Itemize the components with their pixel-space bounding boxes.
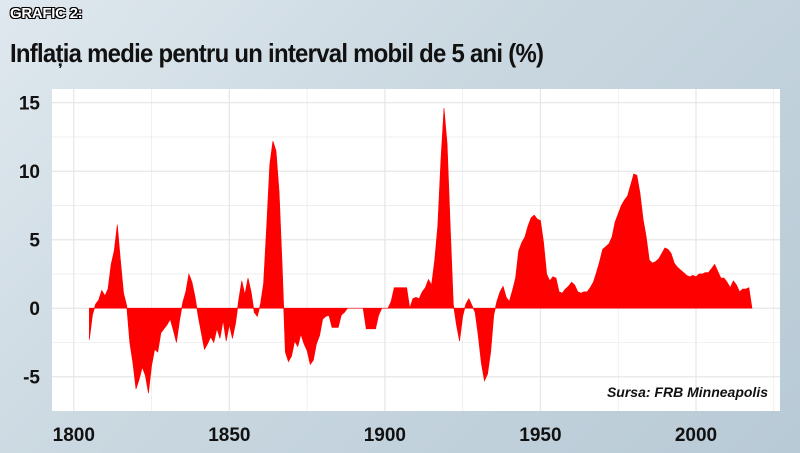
x-tick-label: 1950 <box>519 425 561 446</box>
y-tick-label: 15 <box>19 94 41 115</box>
y-tick-label: -5 <box>23 368 40 389</box>
inflation-area-series <box>89 108 753 394</box>
source-note: Sursa: FRB Minneapolis <box>607 384 768 400</box>
x-tick-label: 1850 <box>208 425 250 446</box>
y-axis-tick-labels: -5 0 5 10 15 <box>19 94 41 389</box>
x-axis-tick-labels: 1800 1850 1900 1950 2000 <box>53 425 718 446</box>
inflation-area <box>89 108 753 394</box>
x-tick-label: 2000 <box>675 425 717 446</box>
x-tick-label: 1800 <box>53 425 95 446</box>
y-tick-label: 10 <box>19 162 40 183</box>
y-tick-label: 5 <box>29 231 40 252</box>
plot-area <box>52 89 780 411</box>
x-tick-label: 1900 <box>364 425 406 446</box>
chart-kicker: GRAFIC 2: <box>10 5 83 22</box>
chart-title: Inflația medie pentru un interval mobil … <box>10 38 544 68</box>
grid-lines <box>52 89 780 411</box>
y-tick-label: 0 <box>29 299 40 320</box>
